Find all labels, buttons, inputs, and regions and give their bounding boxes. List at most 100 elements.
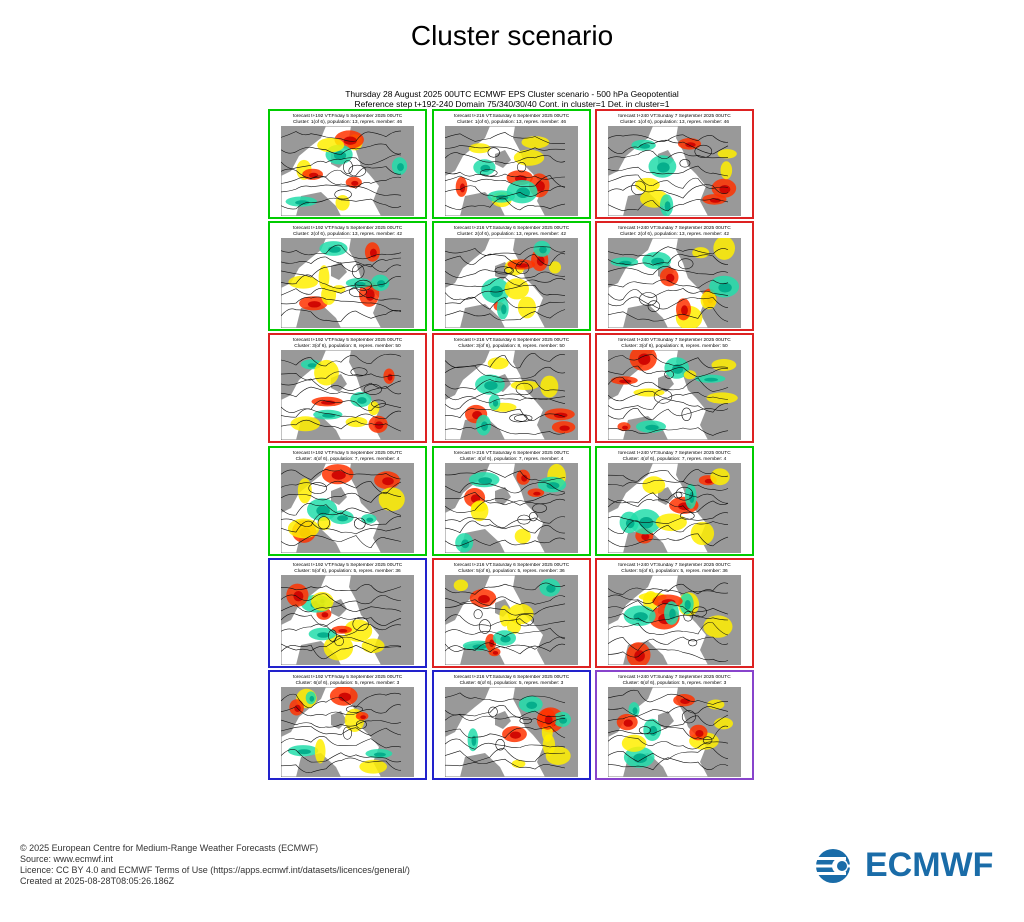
panel-caption-line1: forecast t+192 VT:Friday 5 September 202… [292,114,403,119]
geopotential-map [608,575,741,665]
panel-caption-line2: Cluster: 1(of 6), population: 13, repres… [292,119,403,125]
cluster-panel: forecast t+192 VT:Friday 5 September 202… [268,446,427,556]
ecmwf-logo-text: ECMWF [865,846,994,884]
panel-caption: forecast t+240 VT:Sunday 7 September 202… [597,563,752,574]
page-title: Cluster scenario [410,20,614,51]
panel-caption-line1: forecast t+192 VT:Friday 5 September 202… [292,675,403,680]
ecmwf-logo: ECMWF [813,846,1008,886]
panel-caption-line2: Cluster: 5(of 6), population: 5, repres.… [294,568,401,574]
anomaly-shading [616,694,733,768]
figure-header: Thursday 28 August 2025 00UTC ECMWF EPS … [268,89,756,109]
geopotential-map [445,238,578,328]
panel-caption-line2: Cluster: 4(of 6), population: 7, repres.… [622,456,727,462]
land-mass [445,126,578,216]
cluster-panel: forecast t+192 VT:Friday 5 September 202… [268,221,427,331]
anomaly-shading [455,463,567,553]
geopotential-map [608,238,741,328]
figure-header-line2: Reference step t+192-240 Domain 75/340/3… [354,99,670,109]
panel-caption-line1: forecast t+240 VT:Sunday 7 September 202… [618,226,731,231]
geopotential-map [608,463,741,553]
panel-caption-line1: forecast t+240 VT:Sunday 7 September 202… [618,563,731,568]
panel-caption: forecast t+240 VT:Sunday 7 September 202… [597,226,752,237]
cluster-panel: forecast t+192 VT:Friday 5 September 202… [268,333,427,443]
geopotential-map [281,575,414,665]
cluster-panel: forecast t+240 VT:Sunday 7 September 202… [595,333,754,443]
geopotential-contours [608,689,729,771]
panel-caption-line1: forecast t+216 VT:Saturday 6 September 2… [453,675,570,680]
geopotential-map [445,126,578,216]
panel-caption-line2: Cluster: 1(of 6), population: 13, repres… [619,119,730,125]
anomaly-shading [290,359,395,433]
geopotential-map [445,575,578,665]
geopotential-map [281,238,414,328]
panel-caption-line2: Cluster: 3(of 6), population: 8, repres.… [621,343,728,349]
panel-caption-line2: Cluster: 6(of 6), population: 5, repres.… [622,680,727,686]
geopotential-map [281,463,414,553]
cluster-panel: forecast t+240 VT:Sunday 7 September 202… [595,109,754,219]
cluster-panel: forecast t+216 VT:Saturday 6 September 2… [432,221,591,331]
panel-caption: forecast t+216 VT:Saturday 6 September 2… [434,114,589,125]
panel-caption-line2: Cluster: 6(of 6), population: 5, repres.… [459,680,564,686]
geopotential-map [445,350,578,440]
panel-caption-line1: forecast t+216 VT:Saturday 6 September 2… [453,226,570,231]
geopotential-contours [608,246,729,322]
footer-created: Created at 2025-08-28T08:05:26.186Z [20,876,175,886]
geopotential-map [281,350,414,440]
ecmwf-logo-icon [816,849,856,883]
panel-caption: forecast t+240 VT:Sunday 7 September 202… [597,675,752,686]
panel-caption-line1: forecast t+240 VT:Sunday 7 September 202… [618,675,731,680]
anomaly-shading [623,591,733,665]
geopotential-contours [281,353,402,432]
cluster-panel: forecast t+192 VT:Friday 5 September 202… [268,558,427,668]
cluster-panel: forecast t+216 VT:Saturday 6 September 2… [432,446,591,556]
cluster-panel: forecast t+216 VT:Saturday 6 September 2… [432,109,591,219]
anomaly-shading [619,468,730,546]
geopotential-contours [281,584,402,660]
geopotential-map [445,687,578,777]
panel-caption: forecast t+192 VT:Friday 5 September 202… [270,563,425,574]
anomaly-shading [286,583,385,661]
geopotential-contours [281,244,402,322]
footer: © 2025 European Centre for Medium-Range … [20,843,410,887]
panel-caption-line2: Cluster: 4(of 6), population: 7, repres.… [295,456,400,462]
geopotential-map [281,687,414,777]
geopotential-contours [445,132,566,211]
panel-caption-line2: Cluster: 2(of 6), population: 13, repres… [292,231,403,237]
panel-caption-line1: forecast t+240 VT:Sunday 7 September 202… [618,451,731,456]
geopotential-contours [608,582,729,662]
panel-caption: forecast t+192 VT:Friday 5 September 202… [270,675,425,686]
cluster-panel: forecast t+240 VT:Sunday 7 September 202… [595,446,754,556]
land-mass [281,687,414,777]
cluster-panel: forecast t+192 VT:Friday 5 September 202… [268,670,427,780]
panel-caption-line1: forecast t+216 VT:Saturday 6 September 2… [453,563,570,568]
panel-caption-line2: Cluster: 3(of 6), population: 8, repres.… [458,343,565,349]
geopotential-contours [608,134,729,212]
panel-caption-line2: Cluster: 1(of 6), population: 13, repres… [456,119,567,125]
panel-caption-line1: forecast t+192 VT:Friday 5 September 202… [292,563,403,568]
footer-source: Source: www.ecmwf.int [20,854,114,864]
geopotential-map [608,687,741,777]
geopotential-contours [445,246,566,321]
panel-caption-line1: forecast t+192 VT:Friday 5 September 202… [292,451,403,456]
geopotential-contours [281,130,402,210]
land-mass [608,238,741,328]
panel-caption-line1: forecast t+192 VT:Friday 5 September 202… [292,338,403,343]
panel-caption: forecast t+216 VT:Saturday 6 September 2… [434,226,589,237]
land-mass [281,126,414,216]
cluster-panel: forecast t+240 VT:Sunday 7 September 202… [595,558,754,668]
anomaly-shading [455,136,550,208]
panel-caption-line2: Cluster: 5(of 6), population: 5, repres.… [621,568,728,574]
geopotential-contours [445,469,566,547]
panel-caption: forecast t+192 VT:Friday 5 September 202… [270,338,425,349]
panel-caption: forecast t+192 VT:Friday 5 September 202… [270,451,425,462]
panel-caption-line1: forecast t+192 VT:Friday 5 September 202… [292,226,403,231]
cluster-panel: forecast t+240 VT:Sunday 7 September 202… [595,221,754,331]
geopotential-map [281,126,414,216]
panel-caption: forecast t+216 VT:Saturday 6 September 2… [434,675,589,686]
cluster-panel: forecast t+216 VT:Saturday 6 September 2… [432,558,591,668]
geopotential-contours [281,692,402,774]
panel-caption: forecast t+192 VT:Friday 5 September 202… [270,226,425,237]
panel-caption-line2: Cluster: 4(of 6), population: 7, repres.… [459,456,564,462]
panel-caption-line2: Cluster: 5(of 6), population: 5, repres.… [458,568,565,574]
geopotential-contours [445,692,566,770]
